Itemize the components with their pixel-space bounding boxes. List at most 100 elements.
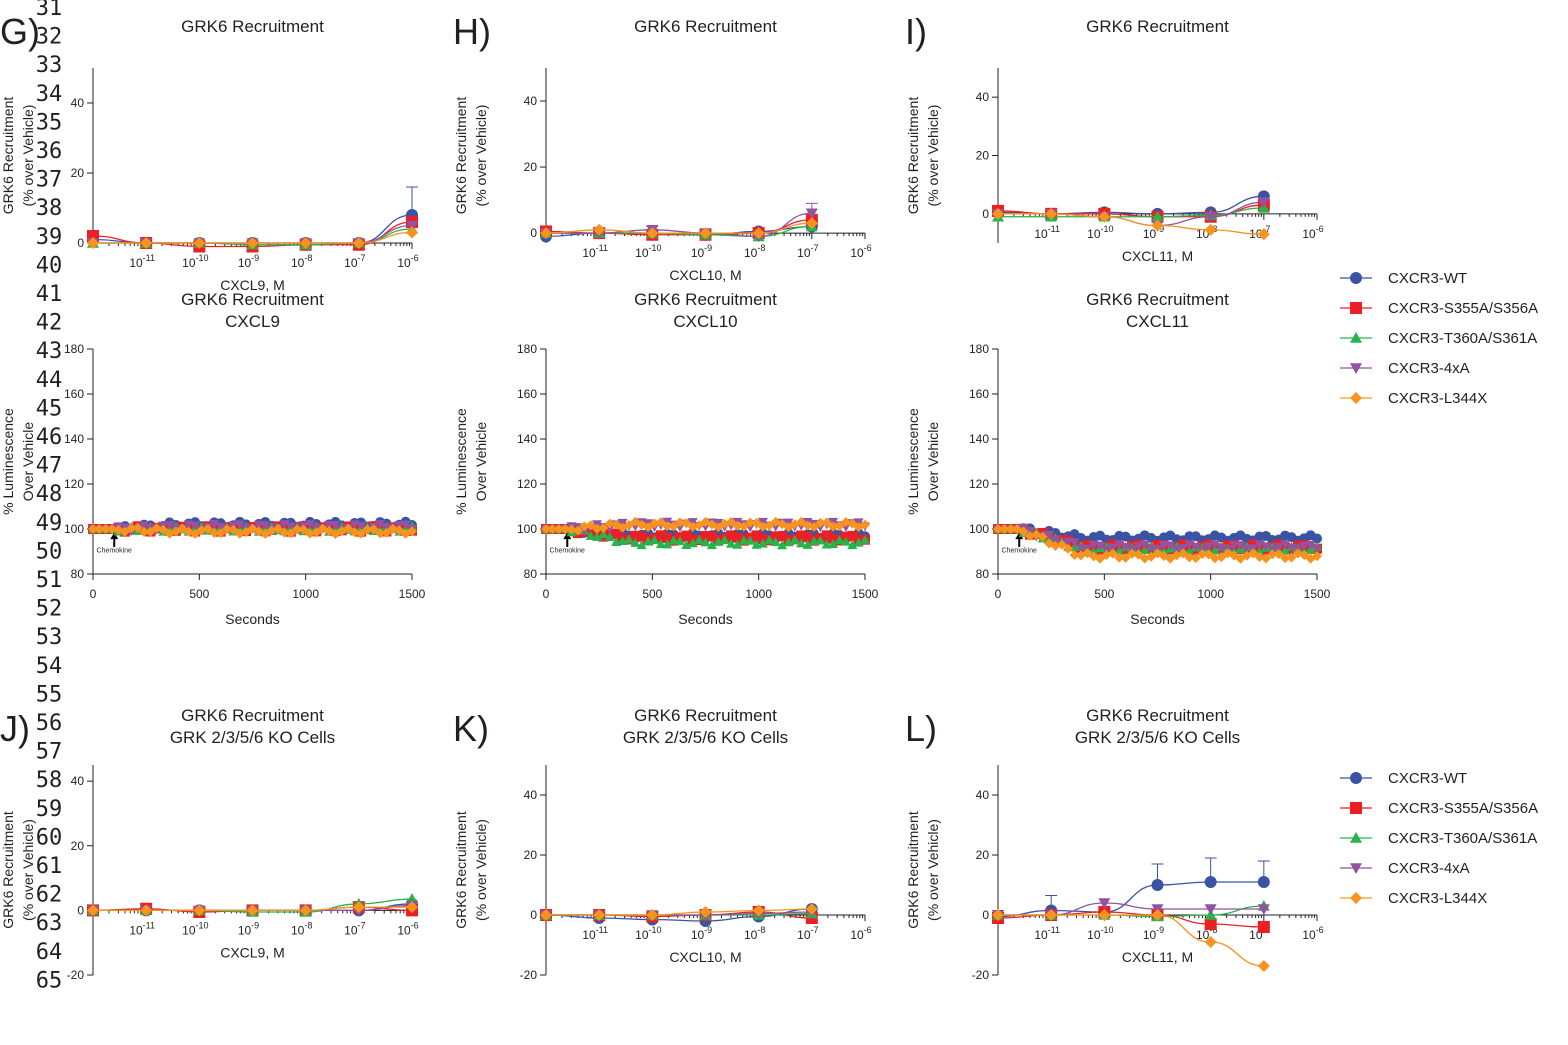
y-tick-label: -20 [520, 968, 538, 982]
x-tick-base: 10 [1196, 928, 1210, 942]
x-tick-base: 10 [344, 923, 358, 937]
x-tick-base: 10 [291, 256, 305, 270]
line-number: 36 [36, 139, 63, 164]
data-point [1120, 552, 1131, 563]
y-axis-label: GRK6 Recruitment [905, 97, 921, 215]
x-tick-label: 10-10 [1087, 925, 1113, 942]
data-point [579, 521, 590, 532]
x-tick-exponent: -7 [358, 920, 366, 930]
data-point [1165, 541, 1176, 551]
chart-subtitle: CXCL11 [1126, 312, 1189, 331]
x-tick-exponent: -8 [304, 920, 312, 930]
chart-panel: GRK6 Recruitment CXCL11 % Luminescence Over… [905, 290, 1331, 627]
y-axis-label: % Luminescence [905, 408, 921, 515]
data-point [789, 534, 800, 544]
data-point [636, 531, 647, 542]
line-number: 32 [36, 25, 63, 50]
data-point [699, 906, 712, 918]
line-number: 60 [36, 825, 63, 850]
data-point [1178, 543, 1189, 553]
x-tick-base: 10 [291, 923, 305, 937]
x-tick-label: 10-11 [1034, 224, 1060, 241]
data-point [1197, 549, 1208, 560]
line-number: 50 [36, 539, 63, 564]
y-axis-label: GRK6 Recruitment [453, 97, 469, 215]
legend-label: CXCR3-T360A/S361A [1388, 330, 1537, 347]
data-point [190, 521, 201, 531]
data-point [770, 537, 781, 547]
series-line [997, 195, 1264, 215]
y-tick-label: -20 [972, 968, 990, 982]
data-point [1209, 540, 1220, 550]
data-point [745, 523, 756, 533]
x-tick-label: 10-9 [1143, 925, 1164, 942]
legend: CXCR3-WT CXCR3-S355A/S356A CXCR3-T360A/S36… [1340, 270, 1538, 407]
data-point [828, 538, 839, 548]
line-number: 51 [36, 568, 63, 593]
chart-panel: J) GRK6 Recruitment GRK 2/3/5/6 KO Cells GR… [0, 706, 419, 982]
x-tick-exponent: -8 [757, 925, 765, 935]
legend-marker [1350, 392, 1362, 404]
x-axis-label: CXCL11, M [1122, 248, 1193, 264]
line-number: 38 [36, 196, 63, 221]
data-point [1120, 543, 1131, 553]
line-numbers: 31 32 33 34 35 36 37 38 39 40 41 42 43 44 45 46 47 48 49 50… [36, 0, 63, 993]
data-point [1151, 909, 1164, 921]
data-point [1204, 876, 1217, 888]
data-point [1241, 545, 1252, 555]
line-number: 64 [36, 940, 63, 965]
x-tick-label: 0 [995, 587, 1002, 601]
x-tick-label: 10-11 [1034, 925, 1060, 942]
data-point [655, 539, 666, 549]
x-tick-base: 10 [238, 923, 252, 937]
y-axis-label: Over Vehicle [473, 422, 489, 502]
legend-label: CXCR3-4xA [1388, 360, 1470, 377]
x-tick-exponent: -10 [196, 920, 209, 930]
data-point [139, 527, 150, 538]
series-line [545, 222, 812, 234]
legend-label: CXCR3-L344X [1388, 890, 1487, 907]
x-axis-label: Seconds [225, 611, 279, 627]
data-point [1203, 549, 1214, 560]
panel-label: I) [905, 11, 927, 52]
chart-title: GRK6 Recruitment [634, 706, 777, 725]
line-number: 57 [36, 740, 63, 765]
data-point [139, 521, 150, 531]
x-tick-base: 10 [744, 246, 758, 260]
y-tick-label: 0 [77, 903, 84, 917]
x-axis-label: Seconds [1130, 611, 1184, 627]
series-line [546, 908, 812, 916]
x-tick-exponent: -7 [811, 925, 819, 935]
x-tick-base: 10 [1302, 227, 1316, 241]
x-tick-label: 10-8 [291, 253, 312, 270]
data-point [140, 904, 153, 917]
y-tick-label: 40 [524, 788, 538, 802]
data-point [355, 522, 366, 532]
data-point [752, 904, 765, 917]
data-point [1050, 540, 1061, 551]
y-axis-label: GRK6 Recruitment [0, 811, 16, 929]
chart-title: GRK6 Recruitment [634, 17, 777, 36]
data-point [1098, 909, 1111, 921]
data-point [1178, 548, 1189, 559]
chemokine-annotation: Chemokine [550, 548, 586, 555]
data-point [94, 524, 105, 534]
data-point [649, 535, 660, 545]
data-point [330, 520, 341, 530]
y-tick-label: 80 [71, 567, 85, 581]
chart-subtitle: GRK 2/3/5/6 KO Cells [623, 728, 788, 747]
data-point [246, 904, 259, 917]
y-axis-label: % Luminescence [453, 408, 469, 515]
data-point [1133, 542, 1144, 552]
x-tick-base: 10 [582, 928, 596, 942]
x-tick-label: 10-10 [635, 243, 661, 260]
data-point [285, 522, 296, 532]
chart-panel: GRK6 Recruitment CXCL10 % Luminescence Over… [453, 290, 879, 627]
data-point [560, 524, 571, 534]
data-point [400, 520, 411, 530]
x-tick-base: 10 [691, 246, 705, 260]
x-tick-label: 10-9 [1143, 224, 1164, 241]
data-point [362, 524, 373, 535]
line-number: 63 [36, 911, 63, 936]
